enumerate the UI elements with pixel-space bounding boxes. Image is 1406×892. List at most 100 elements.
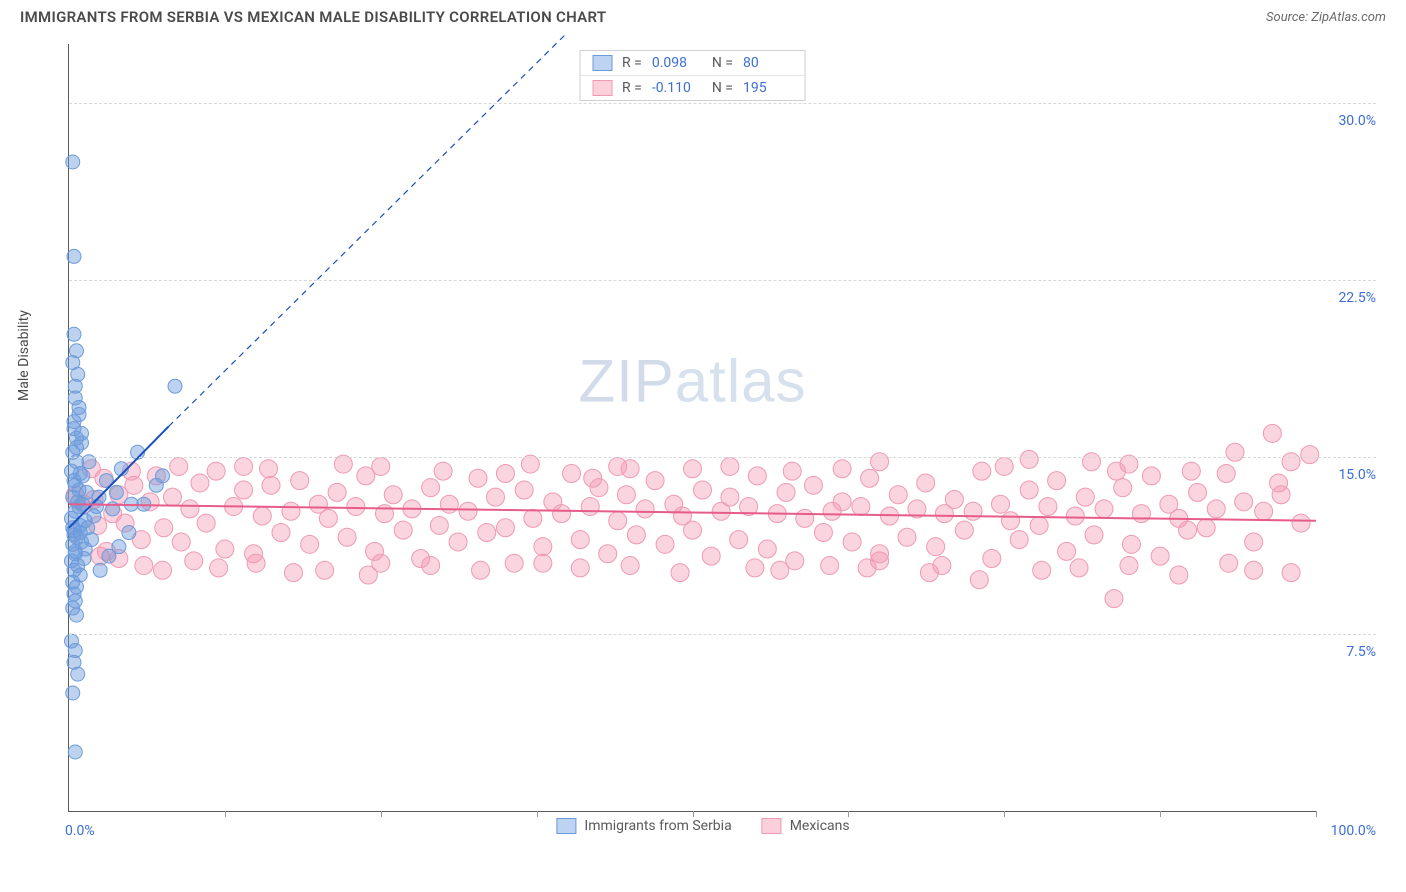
data-point bbox=[1301, 446, 1319, 464]
data-point bbox=[1235, 493, 1253, 511]
x-tick bbox=[381, 811, 382, 817]
data-point bbox=[191, 474, 209, 492]
y-tick-label: 22.5% bbox=[1321, 290, 1376, 306]
r-value-mexicans: -0.110 bbox=[652, 80, 702, 96]
data-point bbox=[1039, 498, 1057, 516]
data-point bbox=[68, 544, 82, 558]
data-point bbox=[1105, 590, 1123, 608]
data-point bbox=[168, 379, 182, 393]
data-point bbox=[1122, 535, 1140, 553]
data-point bbox=[843, 533, 861, 551]
legend-item-mexicans: Mexicans bbox=[762, 818, 850, 834]
data-point bbox=[170, 457, 188, 475]
data-point bbox=[1020, 450, 1038, 468]
swatch-icon bbox=[592, 55, 612, 71]
data-point bbox=[1282, 564, 1300, 582]
data-point bbox=[796, 509, 814, 527]
data-point bbox=[746, 559, 764, 577]
data-point bbox=[394, 521, 412, 539]
data-point bbox=[449, 533, 467, 551]
data-point bbox=[440, 495, 458, 513]
data-point bbox=[1010, 531, 1028, 549]
data-point bbox=[617, 486, 635, 504]
x-tick bbox=[848, 811, 849, 817]
trend-line bbox=[169, 32, 568, 426]
data-point bbox=[66, 356, 80, 370]
r-value-serbia: 0.098 bbox=[652, 55, 702, 71]
data-point bbox=[758, 540, 776, 558]
data-point bbox=[534, 554, 552, 572]
data-point bbox=[964, 502, 982, 520]
data-point bbox=[1170, 566, 1188, 584]
data-point bbox=[524, 509, 542, 527]
data-point bbox=[1292, 514, 1310, 532]
data-point bbox=[553, 505, 571, 523]
data-point bbox=[777, 483, 795, 501]
data-point bbox=[871, 453, 889, 471]
data-point bbox=[627, 526, 645, 544]
data-point bbox=[434, 462, 452, 480]
data-point bbox=[422, 557, 440, 575]
gridline bbox=[69, 280, 1376, 281]
data-point bbox=[1001, 512, 1019, 530]
data-point bbox=[995, 457, 1013, 475]
data-point bbox=[93, 563, 107, 577]
y-tick-label: 7.5% bbox=[1321, 644, 1376, 660]
data-point bbox=[164, 488, 182, 506]
data-point bbox=[1245, 561, 1263, 579]
data-point bbox=[861, 469, 879, 487]
data-point bbox=[172, 533, 190, 551]
data-point bbox=[783, 462, 801, 480]
data-point bbox=[571, 559, 589, 577]
x-tick bbox=[1316, 811, 1317, 817]
data-point bbox=[534, 538, 552, 556]
data-point bbox=[372, 457, 390, 475]
data-point bbox=[359, 566, 377, 584]
data-point bbox=[771, 561, 789, 579]
data-point bbox=[71, 495, 85, 509]
legend-stats-row: R = -0.110 N = 195 bbox=[580, 75, 805, 100]
data-point bbox=[1033, 561, 1051, 579]
data-point bbox=[814, 524, 832, 542]
data-point bbox=[154, 561, 172, 579]
data-point bbox=[68, 745, 82, 759]
data-point bbox=[1076, 488, 1094, 506]
x-axis-label-max: 100.0% bbox=[1331, 823, 1376, 839]
legend-label: Mexicans bbox=[790, 818, 850, 834]
data-point bbox=[319, 509, 337, 527]
gridline bbox=[69, 457, 1376, 458]
data-point bbox=[262, 476, 280, 494]
data-point bbox=[253, 507, 271, 525]
legend-stats: R = 0.098 N = 80 R = -0.110 N = 195 bbox=[579, 50, 806, 101]
legend-label: Immigrants from Serbia bbox=[584, 818, 731, 834]
data-point bbox=[1226, 443, 1244, 461]
x-tick bbox=[1160, 811, 1161, 817]
data-point bbox=[210, 559, 228, 577]
data-point bbox=[459, 502, 477, 520]
data-point bbox=[112, 540, 126, 554]
r-label: R = bbox=[622, 80, 642, 96]
swatch-icon bbox=[592, 80, 612, 96]
data-point bbox=[1255, 502, 1273, 520]
data-point bbox=[1020, 481, 1038, 499]
data-point bbox=[917, 474, 935, 492]
x-tick bbox=[1004, 811, 1005, 817]
x-tick bbox=[225, 811, 226, 817]
data-point bbox=[821, 557, 839, 575]
data-point bbox=[347, 498, 365, 516]
data-point bbox=[260, 460, 278, 478]
data-point bbox=[852, 498, 870, 516]
data-point bbox=[1207, 500, 1225, 518]
data-point bbox=[272, 524, 290, 542]
data-point bbox=[67, 327, 81, 341]
data-point bbox=[66, 686, 80, 700]
data-point bbox=[185, 552, 203, 570]
data-point bbox=[955, 521, 973, 539]
data-point bbox=[684, 460, 702, 478]
swatch-icon bbox=[556, 818, 576, 834]
data-point bbox=[804, 476, 822, 494]
plot-area: ZIPatlas R = 0.098 N = 80 R = -0.110 N =… bbox=[68, 44, 1316, 812]
data-point bbox=[1107, 462, 1125, 480]
swatch-icon bbox=[762, 818, 782, 834]
gridline bbox=[69, 634, 1376, 635]
